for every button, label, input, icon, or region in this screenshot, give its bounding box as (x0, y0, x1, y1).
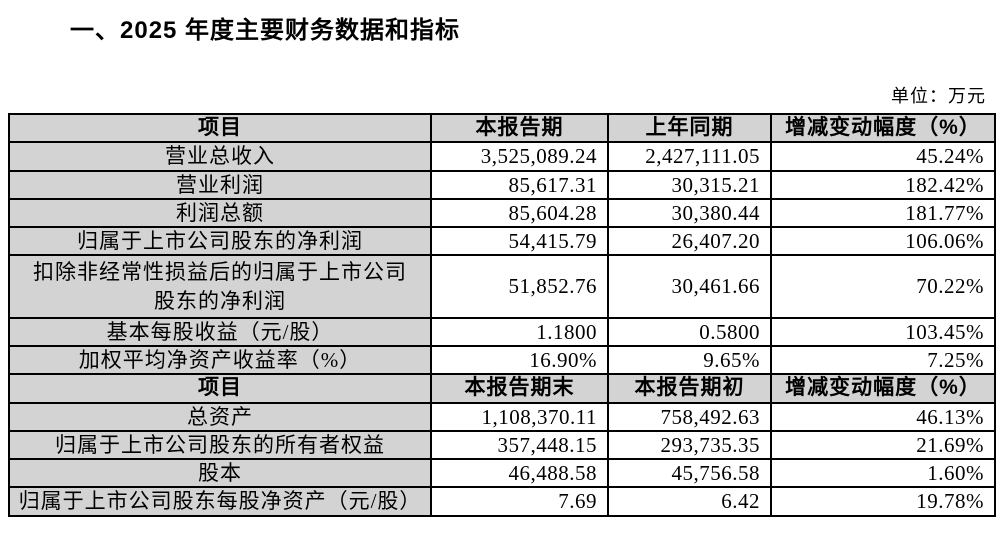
current-value: 85,604.28 (430, 197, 609, 229)
table1-header-change: 增减变动幅度（%） (770, 112, 996, 144)
table1-header-current-period: 本报告期 (430, 112, 609, 144)
prior-value: 30,380.44 (607, 197, 772, 229)
table-row: 归属于上市公司股东的净利润 54,415.79 26,407.20 106.06… (8, 225, 996, 257)
prior-value: 0.5800 (607, 316, 772, 348)
row-label: 归属于上市公司股东的所有者权益 (8, 429, 432, 461)
row-label: 归属于上市公司股东的净利润 (8, 225, 432, 257)
table1-header-prior-period: 上年同期 (607, 112, 772, 144)
table-row: 基本每股收益（元/股） 1.1800 0.5800 103.45% (8, 316, 996, 348)
table-row: 利润总额 85,604.28 30,380.44 181.77% (8, 197, 996, 229)
current-value: 7.69 (430, 486, 609, 517)
table2-header-period-end: 本报告期末 (430, 373, 609, 404)
current-value: 54,415.79 (430, 225, 609, 257)
current-value: 16.90% (430, 345, 609, 376)
change-value: 70.22% (770, 254, 996, 319)
row-label: 归属于上市公司股东每股净资产（元/股） (8, 486, 432, 517)
row-label: 基本每股收益（元/股） (8, 316, 432, 348)
current-value: 85,617.31 (430, 169, 609, 200)
table-row: 归属于上市公司股东每股净资产（元/股） 7.69 6.42 19.78% (8, 486, 996, 517)
table-row: 股本 46,488.58 45,756.58 1.60% (8, 458, 996, 489)
prior-value: 293,735.35 (607, 429, 772, 461)
current-value: 3,525,089.24 (430, 141, 609, 172)
change-value: 19.78% (770, 486, 996, 517)
table-row: 归属于上市公司股东的所有者权益 357,448.15 293,735.35 21… (8, 429, 996, 461)
change-value: 46.13% (770, 401, 996, 432)
row-label: 利润总额 (8, 197, 432, 229)
prior-value: 26,407.20 (607, 225, 772, 257)
prior-value: 30,315.21 (607, 169, 772, 200)
change-value: 182.42% (770, 169, 996, 200)
current-value: 1.1800 (430, 316, 609, 348)
table-row: 营业总收入 3,525,089.24 2,427,111.05 45.24% (8, 141, 996, 172)
prior-value: 2,427,111.05 (607, 141, 772, 172)
table-row: 总资产 1,108,370.11 758,492.63 46.13% (8, 401, 996, 432)
prior-value: 30,461.66 (607, 254, 772, 319)
current-value: 357,448.15 (430, 429, 609, 461)
section-title: 一、2025 年度主要财务数据和指标 (70, 17, 461, 44)
change-value: 7.25% (770, 345, 996, 376)
change-value: 21.69% (770, 429, 996, 461)
table-row: 营业利润 85,617.31 30,315.21 182.42% (8, 169, 996, 200)
row-label: 股本 (8, 458, 432, 489)
row-label: 总资产 (8, 401, 432, 432)
table2-header-item: 项目 (8, 373, 432, 404)
current-value: 1,108,370.11 (430, 401, 609, 432)
row-label: 营业利润 (8, 169, 432, 200)
current-value: 46,488.58 (430, 458, 609, 489)
table-row: 扣除非经常性损益后的归属于上市公司股东的净利润 51,852.76 30,461… (8, 254, 996, 319)
change-value: 181.77% (770, 197, 996, 229)
financial-indicators-table: 项目 本报告期 上年同期 增减变动幅度（%） 营业总收入 3,525,089.2… (8, 112, 996, 517)
prior-value: 6.42 (607, 486, 772, 517)
table2-header-row: 项目 本报告期末 本报告期初 增减变动幅度（%） (8, 373, 996, 404)
table2-header-period-begin: 本报告期初 (607, 373, 772, 404)
row-label: 加权平均净资产收益率（%） (8, 345, 432, 376)
table1-header-item: 项目 (8, 112, 432, 144)
table2-header-change: 增减变动幅度（%） (770, 373, 996, 404)
change-value: 106.06% (770, 225, 996, 257)
table1-header-row: 项目 本报告期 上年同期 增减变动幅度（%） (8, 112, 996, 144)
row-label: 营业总收入 (8, 141, 432, 172)
table-row: 加权平均净资产收益率（%） 16.90% 9.65% 7.25% (8, 345, 996, 376)
change-value: 45.24% (770, 141, 996, 172)
unit-note: 单位：万元 (891, 86, 986, 106)
change-value: 103.45% (770, 316, 996, 348)
prior-value: 45,756.58 (607, 458, 772, 489)
change-value: 1.60% (770, 458, 996, 489)
current-value: 51,852.76 (430, 254, 609, 319)
prior-value: 758,492.63 (607, 401, 772, 432)
prior-value: 9.65% (607, 345, 772, 376)
row-label: 扣除非经常性损益后的归属于上市公司股东的净利润 (8, 254, 432, 319)
